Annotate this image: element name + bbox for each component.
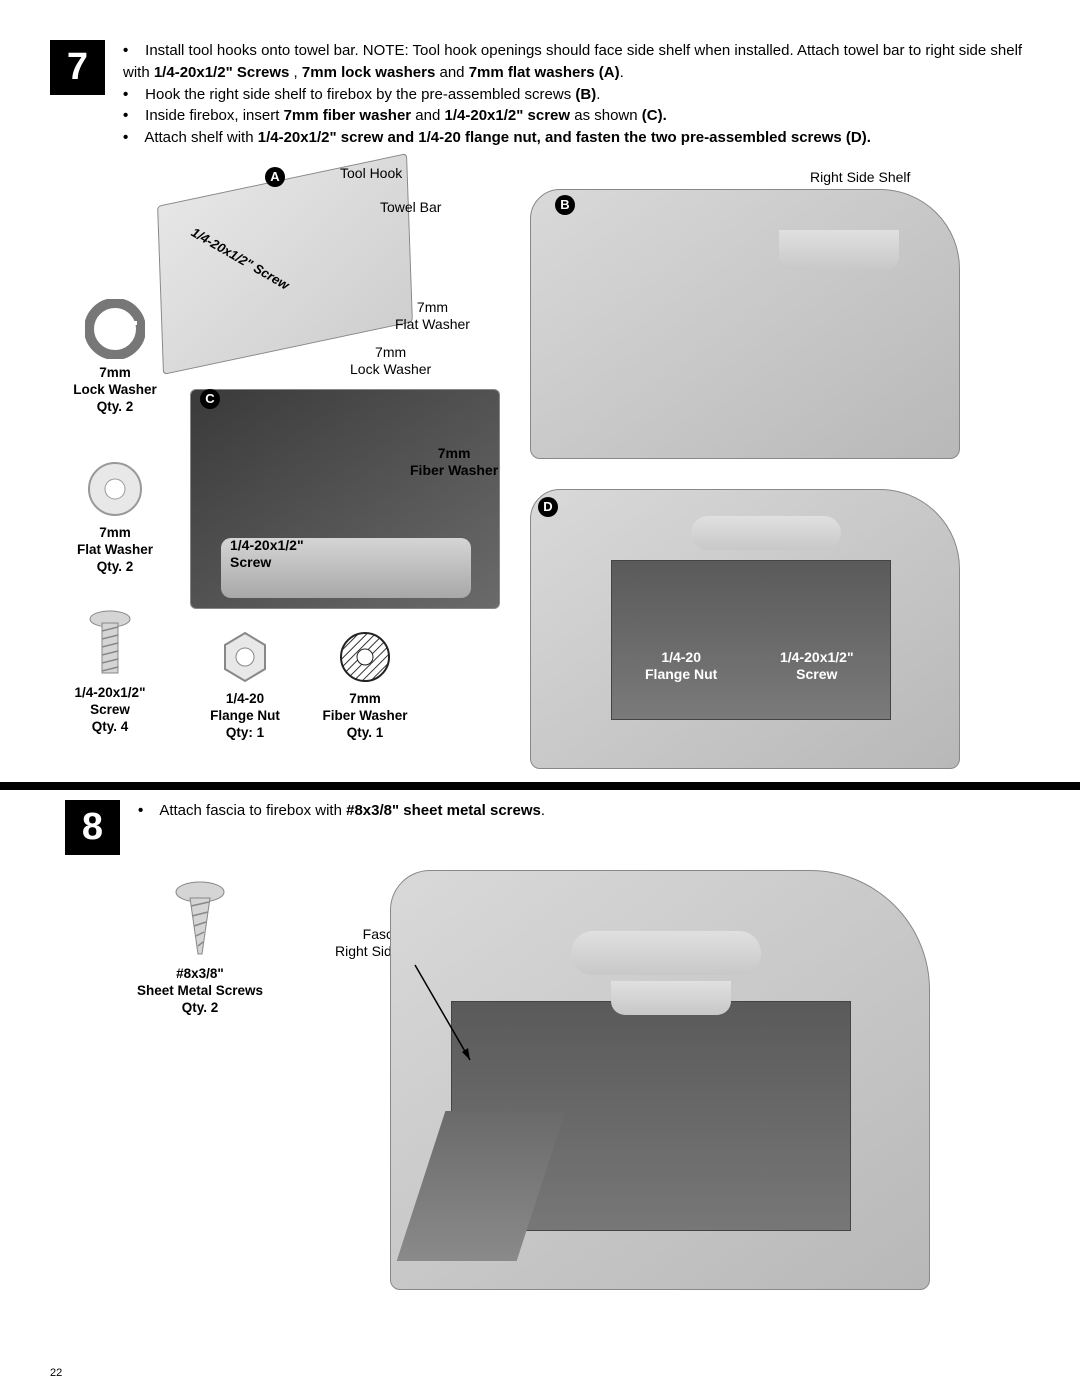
step7-li-1: Install tool hooks onto towel bar. NOTE:… — [123, 40, 1030, 84]
hw-flange-nut: 1/4-20 Flange Nut Qty: 1 — [190, 629, 300, 742]
step8-header: 8 Attach fascia to firebox with #8x3/8" … — [65, 800, 1030, 855]
hw-screw: 1/4-20x1/2" Screw Qty. 4 — [50, 609, 170, 736]
step8-badge: 8 — [65, 800, 120, 855]
step7-li-4: Attach shelf with 1/4-20x1/2" screw and … — [123, 127, 1030, 149]
arrow-fascia — [410, 960, 490, 1080]
diagram-b — [530, 189, 960, 459]
screw-icon — [50, 609, 170, 679]
flat-washer-icon — [60, 459, 170, 519]
step8-instructions: Attach fascia to firebox with #8x3/8" sh… — [138, 800, 545, 822]
callout-right-shelf: Right Side Shelf — [810, 169, 910, 186]
hw-fiber-washer: 7mm Fiber Washer Qty. 1 — [310, 629, 420, 742]
hw-sheet-screw: #8x3/8" Sheet Metal Screws Qty. 2 — [120, 880, 280, 1017]
sheet-screw-icon — [120, 880, 280, 960]
callout-fiber-washer-c: 7mm Fiber Washer — [410, 445, 498, 479]
diagram-c — [190, 389, 500, 609]
step7-header: 7 Install tool hooks onto towel bar. NOT… — [50, 40, 1030, 149]
label-c: C — [200, 389, 220, 409]
callout-screw-c: 1/4-20x1/2" Screw — [230, 537, 304, 571]
section-divider — [0, 782, 1080, 790]
flange-nut-icon — [190, 629, 300, 685]
callout-towel-bar: Towel Bar — [380, 199, 441, 216]
hw-lock-washer: 7mm Lock Washer Qty. 2 — [60, 299, 170, 416]
step8-li: Attach fascia to firebox with #8x3/8" sh… — [138, 800, 545, 822]
step7-diagrams: A Tool Hook Towel Bar 1/4-20x1/2" Screw … — [50, 159, 1030, 779]
diagram-a-shelf — [157, 153, 413, 375]
label-a: A — [265, 167, 285, 187]
callout-tool-hook: Tool Hook — [340, 165, 402, 182]
label-b: B — [555, 195, 575, 215]
callout-flange-nut-d: 1/4-20 Flange Nut — [645, 649, 717, 683]
page-number: 22 — [50, 1367, 62, 1379]
step7-li-3: Inside firebox, insert 7mm fiber washer … — [123, 105, 1030, 127]
step7-li-2: Hook the right side shelf to firebox by … — [123, 84, 1030, 106]
step7-badge: 7 — [50, 40, 105, 95]
label-d: D — [538, 497, 558, 517]
hw-flat-washer: 7mm Flat Washer Qty. 2 — [60, 459, 170, 576]
fiber-washer-icon — [310, 629, 420, 685]
lock-washer-icon — [60, 299, 170, 359]
diagram-d — [530, 489, 960, 769]
step7-instructions: Install tool hooks onto towel bar. NOTE:… — [123, 40, 1030, 149]
callout-screw-d: 1/4-20x1/2" Screw — [780, 649, 854, 683]
callout-lock-washer: 7mm Lock Washer — [350, 344, 431, 378]
diagram-8 — [390, 870, 930, 1290]
callout-flat-washer: 7mm Flat Washer — [395, 299, 470, 333]
step8-diagrams: #8x3/8" Sheet Metal Screws Qty. 2 Fascia… — [50, 870, 1080, 1300]
